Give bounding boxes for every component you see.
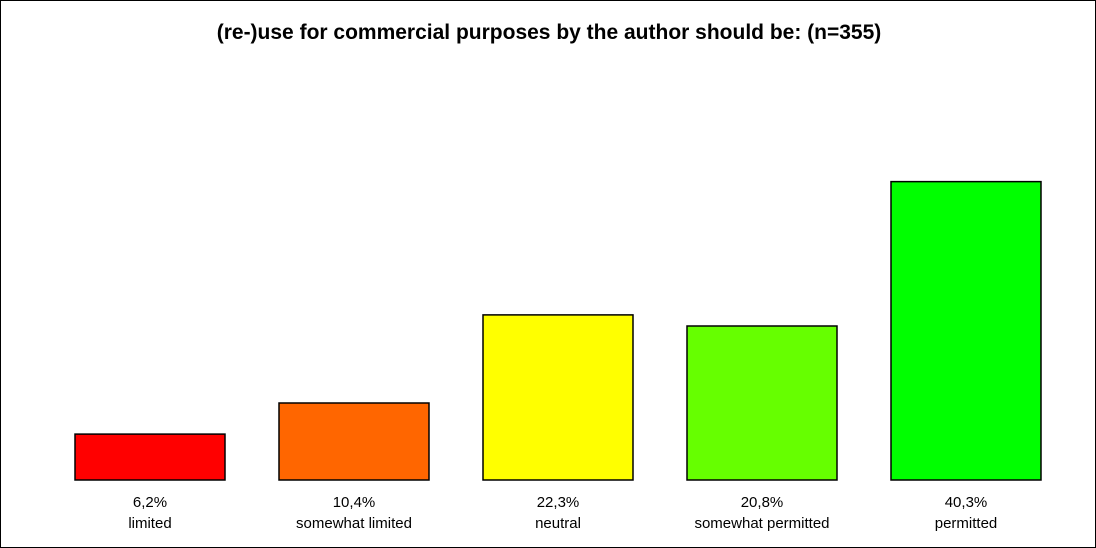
bar-value-label: 6,2% bbox=[133, 494, 167, 511]
chart-title: (re-)use for commercial purposes by the … bbox=[216, 21, 882, 44]
bar-value-label: 10,4% bbox=[333, 494, 376, 511]
bar-somewhat-limited bbox=[278, 402, 430, 481]
bar-limited bbox=[74, 433, 226, 481]
bar-value-label: 20,8% bbox=[741, 494, 784, 511]
category-tick-label: somewhat limited bbox=[296, 515, 412, 532]
category-tick-label: neutral bbox=[535, 515, 581, 532]
bar-somewhat-permitted bbox=[686, 325, 838, 481]
bar-neutral bbox=[482, 314, 634, 481]
category-tick-label: limited bbox=[128, 515, 171, 532]
category-tick-label: somewhat permitted bbox=[694, 515, 829, 532]
category-tick-label: permitted bbox=[935, 515, 998, 532]
bar-value-label: 22,3% bbox=[537, 494, 580, 511]
bar-value-label: 40,3% bbox=[945, 494, 988, 511]
bar-permitted bbox=[890, 180, 1042, 481]
